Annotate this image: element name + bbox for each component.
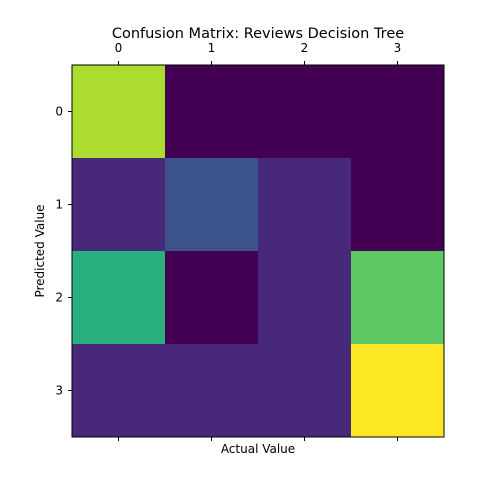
heatmap-cell-r1-c3 [351, 158, 445, 252]
heatmap-cell-r0-c3 [351, 65, 445, 159]
heatmap-cell-r1-c2 [258, 158, 352, 252]
x-tick-label: 1 [208, 41, 216, 55]
heatmap-cell-r2-c0 [72, 251, 166, 345]
heatmap-cell-r0-c2 [258, 65, 352, 159]
y-axis-label: Predicted Value [33, 204, 47, 297]
heatmap-cell-r3-c1 [165, 344, 259, 438]
heatmap-cell-r3-c3 [351, 344, 445, 438]
y-axis-ticks: 0 1 2 3 [55, 105, 72, 398]
heatmap-cell-r2-c2 [258, 251, 352, 345]
y-tick-label: 2 [55, 291, 63, 305]
heatmap-cell-r2-c3 [351, 251, 445, 345]
heatmap-cells [72, 65, 445, 438]
y-tick-label: 0 [55, 105, 63, 119]
heatmap-cell-r1-c1 [165, 158, 259, 252]
heatmap-cell-r1-c0 [72, 158, 166, 252]
x-axis-label: Actual Value [221, 442, 295, 456]
heatmap-cell-r0-c0 [72, 65, 166, 159]
chart-title: Confusion Matrix: Reviews Decision Tree [112, 26, 404, 42]
y-tick-label: 1 [55, 198, 63, 212]
x-tick-label: 3 [394, 41, 402, 55]
x-tick-label: 2 [301, 41, 309, 55]
heatmap-cell-r0-c1 [165, 65, 259, 159]
heatmap-cell-r3-c2 [258, 344, 352, 438]
x-axis-ticks: 0 1 2 3 [115, 41, 402, 441]
y-tick-label: 3 [55, 384, 63, 398]
x-tick-label: 0 [115, 41, 123, 55]
plot-frame [71, 64, 445, 438]
heatmap-cell-r3-c0 [72, 344, 166, 438]
heatmap-cell-r2-c1 [165, 251, 259, 345]
